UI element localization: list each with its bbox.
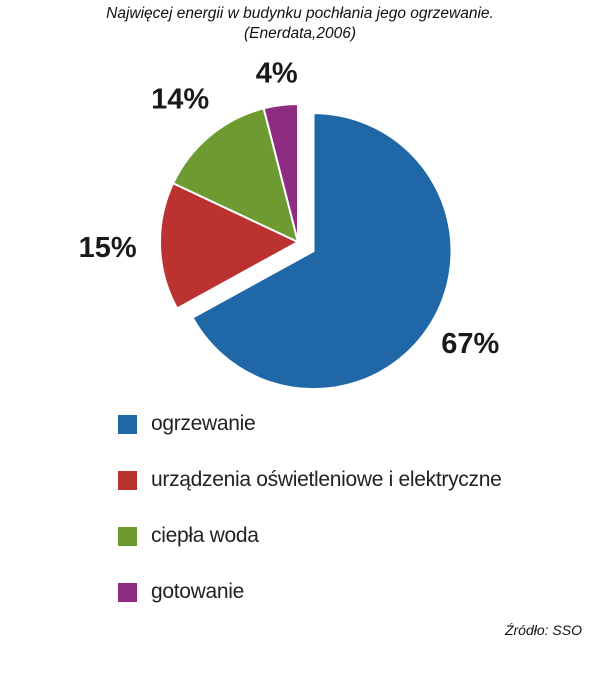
source-note: Źródło: SSO — [504, 622, 582, 638]
legend-swatch — [118, 583, 137, 602]
pie-data-label-2: 15% — [79, 232, 137, 264]
pie-slice-1 — [191, 112, 453, 391]
legend-swatch — [118, 415, 137, 434]
legend-item-gotowanie: gotowanie — [118, 578, 558, 634]
pie-data-label-1: 67% — [441, 328, 499, 360]
chart-subtitle: (Enerdata,2006) — [243, 25, 357, 42]
pie-slice-4 — [262, 102, 299, 243]
chart-legend: ogrzewanie urządzenia oświetleniowe i el… — [118, 410, 558, 634]
legend-label: urządzenia oświetleniowe i elektryczne — [151, 468, 502, 491]
pie-slice-3 — [171, 107, 300, 244]
legend-label: ciepła woda — [151, 524, 259, 547]
legend-item-urzadzenia: urządzenia oświetleniowe i elektryczne — [118, 466, 558, 522]
legend-label: gotowanie — [151, 580, 245, 603]
chart-title: Najwięcej energii w budynku pochłania je… — [106, 5, 494, 22]
legend-item-ciepla-woda: ciepła woda — [118, 522, 558, 578]
pie-data-label-4: 4% — [256, 58, 298, 90]
pie-slice-2 — [159, 181, 301, 310]
pie-chart: 67% 15% 14% 4% — [79, 58, 500, 391]
legend-swatch — [118, 527, 137, 546]
legend-item-ogrzewanie: ogrzewanie — [118, 410, 558, 466]
legend-label: ogrzewanie — [151, 412, 256, 435]
pie-data-label-3: 14% — [151, 84, 209, 116]
legend-swatch — [118, 471, 137, 490]
chart-title-block: Najwięcej energii w budynku pochłania je… — [0, 4, 600, 44]
